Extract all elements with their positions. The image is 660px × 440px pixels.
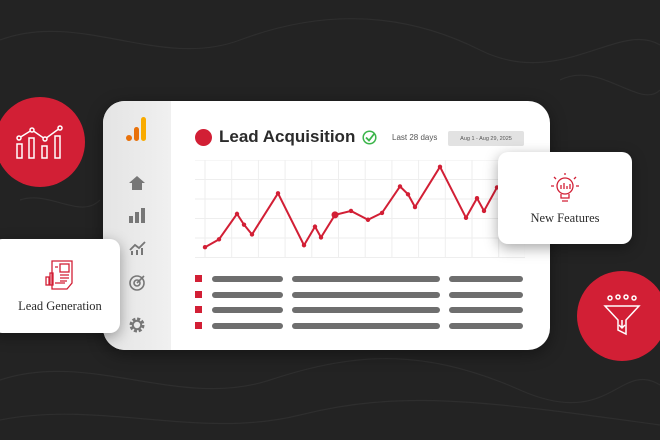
new-features-card[interactable]: New Features bbox=[498, 152, 632, 244]
data-point bbox=[241, 222, 247, 227]
data-point bbox=[202, 245, 208, 250]
placeholder-bar bbox=[449, 322, 523, 329]
funnel-badge bbox=[577, 271, 660, 361]
data-point bbox=[318, 235, 324, 240]
analytics-badge bbox=[0, 97, 85, 187]
placeholder-bar bbox=[292, 322, 440, 329]
lead-generation-card[interactable]: Lead Generation bbox=[0, 239, 120, 333]
target-icon[interactable] bbox=[125, 272, 149, 292]
data-point bbox=[249, 232, 255, 237]
placeholder-bar bbox=[212, 291, 283, 298]
data-point bbox=[275, 191, 281, 196]
placeholder-bar bbox=[212, 276, 283, 282]
placeholder-bar bbox=[449, 276, 523, 282]
bar-chart-icon[interactable] bbox=[125, 205, 149, 225]
row-marker bbox=[195, 290, 202, 298]
dashboard-window: Lead Acquisition Last 28 days Aug 1 - Au… bbox=[103, 101, 550, 350]
data-point bbox=[312, 224, 318, 229]
data-point bbox=[397, 184, 403, 189]
home-icon[interactable] bbox=[125, 173, 149, 193]
trend-chart-icon[interactable] bbox=[125, 237, 149, 257]
data-point bbox=[348, 208, 354, 214]
range-label: Last 28 days bbox=[392, 133, 438, 142]
card-label: New Features bbox=[530, 210, 600, 225]
data-point bbox=[463, 215, 469, 220]
date-range-picker[interactable]: Aug 1 - Aug 29, 2025 bbox=[448, 131, 524, 146]
data-point bbox=[234, 211, 240, 217]
data-point bbox=[481, 208, 487, 214]
placeholder-bar bbox=[449, 291, 523, 298]
row-marker bbox=[195, 321, 202, 329]
check-circle-icon bbox=[362, 129, 377, 145]
placeholder-bar bbox=[212, 307, 283, 313]
report-document-icon bbox=[45, 259, 73, 290]
row-marker bbox=[195, 275, 202, 282]
data-point bbox=[412, 204, 418, 210]
placeholder-bar bbox=[292, 307, 440, 313]
data-point bbox=[379, 210, 385, 216]
status-dot bbox=[195, 128, 212, 146]
series-line bbox=[204, 164, 514, 249]
placeholder-bar bbox=[449, 307, 523, 313]
funnel-icon bbox=[603, 294, 641, 336]
row-marker bbox=[195, 306, 202, 313]
analytics-chart-icon bbox=[16, 125, 63, 159]
lightbulb-icon bbox=[551, 172, 579, 202]
data-point bbox=[474, 196, 480, 201]
line-chart bbox=[195, 160, 525, 258]
data-point bbox=[365, 217, 371, 222]
data-point bbox=[331, 211, 339, 219]
data-point bbox=[216, 237, 222, 242]
gear-icon[interactable] bbox=[125, 315, 149, 335]
data-point bbox=[437, 164, 443, 170]
placeholder-bar bbox=[212, 322, 283, 329]
placeholder-bar bbox=[292, 291, 440, 298]
analytics-logo-icon bbox=[125, 117, 149, 141]
data-point bbox=[405, 192, 411, 197]
page-title: Lead Acquisition bbox=[195, 127, 377, 147]
data-point bbox=[301, 243, 307, 248]
placeholder-bar bbox=[292, 276, 440, 282]
card-label: Lead Generation bbox=[18, 298, 102, 313]
title-text: Lead Acquisition bbox=[219, 127, 356, 146]
